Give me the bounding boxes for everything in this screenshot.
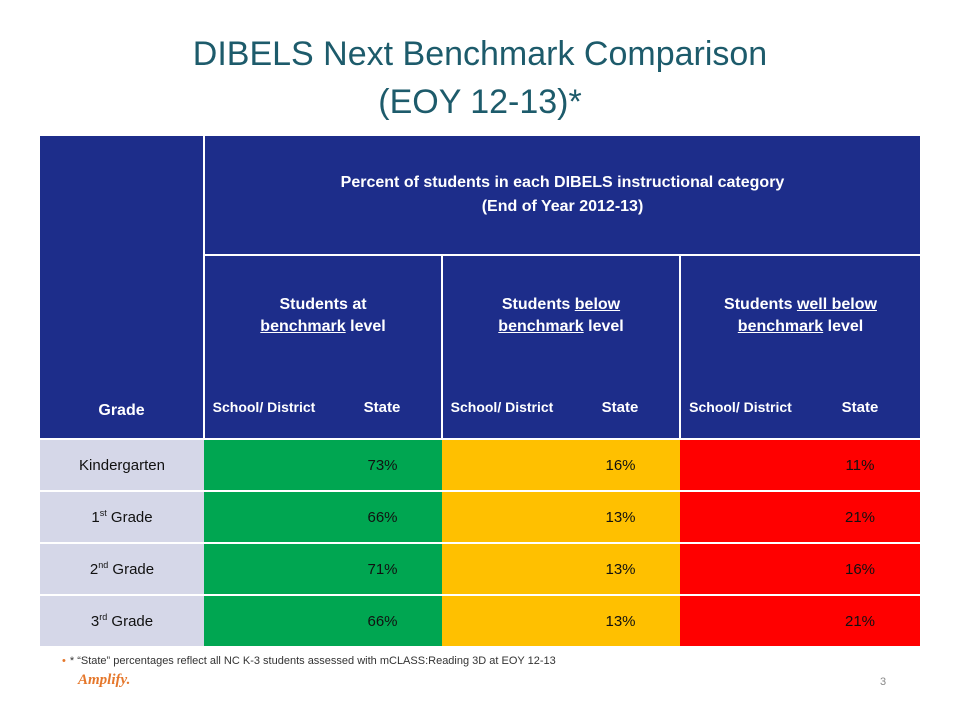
page-title: DIBELS Next Benchmark Comparison (EOY 12… xyxy=(0,30,960,126)
col-header-state: State xyxy=(323,376,442,439)
grade-column-header: Grade xyxy=(40,136,204,439)
grade-label: Kindergarten xyxy=(79,456,165,474)
below-school-cell xyxy=(442,438,561,491)
grade-cell: 3rd Grade xyxy=(40,594,204,646)
table-row: 1st Grade 66% 13% 21% xyxy=(40,490,920,543)
benchmark-table: Grade Percent of students in each DIBELS… xyxy=(40,136,920,646)
grade-label: 2 xyxy=(89,560,99,578)
grade-ordinal: st xyxy=(99,507,107,518)
group-header-below-benchmark: Students below benchmark level xyxy=(441,254,680,376)
grade-cell: 1st Grade xyxy=(40,490,204,543)
well-below-state-cell: 16% xyxy=(800,542,920,595)
grade-cell: Kindergarten xyxy=(40,438,204,491)
group-well-below-underlined-2: benchmark xyxy=(737,318,824,335)
well-below-state-cell: 11% xyxy=(800,438,920,491)
group-below-rest: level xyxy=(583,318,624,335)
group-at-underlined: benchmark xyxy=(260,318,346,335)
table-row: 2nd Grade 71% 13% 16% xyxy=(40,542,920,595)
grade-label: 3 xyxy=(90,612,100,630)
category-main-header: Percent of students in each DIBELS instr… xyxy=(203,136,920,255)
at-school-cell xyxy=(204,542,323,595)
col-header-state: State xyxy=(800,376,920,439)
below-state-cell: 16% xyxy=(561,438,680,491)
grade-suffix: Grade xyxy=(108,560,155,578)
below-school-cell xyxy=(442,490,561,543)
grade-ordinal: nd xyxy=(98,559,109,570)
group-at-text: Students at xyxy=(279,296,367,313)
group-below-underlined-2: benchmark xyxy=(498,318,584,335)
at-school-cell xyxy=(204,594,323,646)
grade-ordinal: rd xyxy=(99,611,108,622)
main-header-line-2: (End of Year 2012-13) xyxy=(481,198,644,215)
at-state-cell: 66% xyxy=(323,594,442,646)
page-number: 3 xyxy=(880,676,887,688)
well-below-state-cell: 21% xyxy=(800,490,920,543)
below-state-cell: 13% xyxy=(561,594,680,646)
amplify-logo: Amplify. xyxy=(78,672,131,688)
below-school-cell xyxy=(442,542,561,595)
footnote-text: * “State” percentages reflect all NC K-3… xyxy=(69,655,556,667)
well-below-school-cell xyxy=(680,438,800,491)
below-state-cell: 13% xyxy=(561,542,680,595)
table-row: 3rd Grade 66% 13% 21% xyxy=(40,594,920,646)
group-header-well-below-benchmark: Students well below benchmark level xyxy=(679,254,920,376)
footnote: • * “State” percentages reflect all NC K-… xyxy=(62,655,556,667)
group-at-rest: level xyxy=(345,318,386,335)
table-row: Kindergarten 73% 16% 11% xyxy=(40,438,920,491)
group-well-below-underlined-1: well below xyxy=(796,296,877,313)
grade-cell: 2nd Grade xyxy=(40,542,204,595)
group-below-underlined-1: below xyxy=(574,296,621,313)
bullet-icon: • xyxy=(62,655,66,667)
at-school-cell xyxy=(204,490,323,543)
col-header-school-district: School/ District xyxy=(203,376,323,439)
at-state-cell: 73% xyxy=(323,438,442,491)
col-header-school-district: School/ District xyxy=(441,376,561,439)
at-state-cell: 71% xyxy=(323,542,442,595)
below-state-cell: 13% xyxy=(561,490,680,543)
title-line-2: (EOY 12-13)* xyxy=(378,83,582,121)
grade-label: 1 xyxy=(91,508,100,526)
title-line-1: DIBELS Next Benchmark Comparison xyxy=(192,35,768,73)
well-below-school-cell xyxy=(680,594,800,646)
well-below-school-cell xyxy=(680,542,800,595)
grade-suffix: Grade xyxy=(107,612,154,630)
col-header-state: State xyxy=(561,376,680,439)
col-header-school-district: School/ District xyxy=(679,376,800,439)
at-school-cell xyxy=(204,438,323,491)
group-well-below-text: Students xyxy=(724,296,797,313)
at-state-cell: 66% xyxy=(323,490,442,543)
grade-suffix: Grade xyxy=(106,508,153,526)
group-below-text: Students xyxy=(501,296,575,313)
group-well-below-rest: level xyxy=(823,318,864,335)
below-school-cell xyxy=(442,594,561,646)
main-header-line-1: Percent of students in each DIBELS instr… xyxy=(340,174,785,191)
well-below-state-cell: 21% xyxy=(800,594,920,646)
well-below-school-cell xyxy=(680,490,800,543)
group-header-at-benchmark: Students at benchmark level xyxy=(203,254,442,376)
